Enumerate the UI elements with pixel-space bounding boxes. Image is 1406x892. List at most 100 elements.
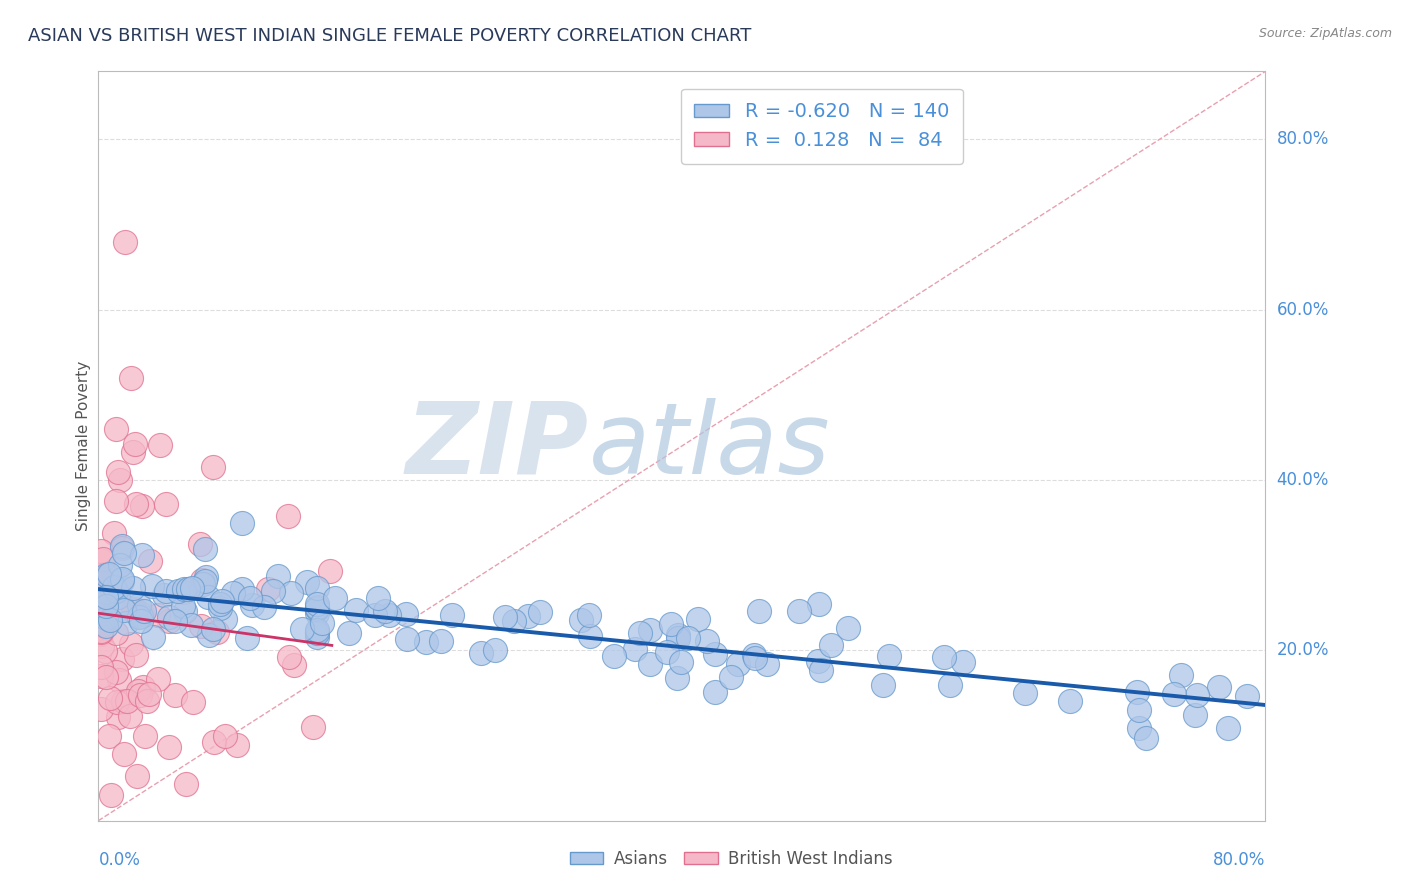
Point bbox=[214, 611, 236, 625]
Point bbox=[191, 573, 214, 587]
Point bbox=[202, 460, 225, 475]
Point bbox=[311, 616, 333, 631]
Point bbox=[671, 656, 693, 670]
Point bbox=[659, 617, 682, 632]
Point bbox=[1185, 688, 1208, 702]
Point bbox=[1014, 686, 1036, 700]
Point bbox=[676, 632, 699, 646]
Point bbox=[111, 541, 134, 556]
Point bbox=[503, 614, 526, 628]
Point bbox=[277, 509, 299, 524]
Point bbox=[214, 729, 236, 743]
Text: 60.0%: 60.0% bbox=[1277, 301, 1329, 318]
Point bbox=[267, 568, 290, 582]
Point bbox=[938, 678, 960, 692]
Point bbox=[91, 639, 114, 653]
Point bbox=[470, 646, 492, 660]
Point bbox=[666, 631, 689, 645]
Point bbox=[236, 631, 259, 645]
Point bbox=[128, 599, 150, 613]
Point bbox=[262, 584, 284, 599]
Point bbox=[111, 651, 134, 665]
Point bbox=[879, 648, 901, 663]
Point bbox=[194, 541, 217, 556]
Point bbox=[1208, 681, 1230, 695]
Point bbox=[190, 619, 212, 633]
Point bbox=[628, 625, 651, 640]
Point bbox=[124, 602, 146, 616]
Point bbox=[209, 601, 232, 615]
Point bbox=[111, 540, 134, 554]
Text: ZIP: ZIP bbox=[405, 398, 589, 494]
Point bbox=[148, 608, 170, 623]
Point bbox=[91, 551, 114, 566]
Point bbox=[138, 686, 160, 700]
Point bbox=[395, 632, 418, 647]
Point bbox=[704, 647, 727, 661]
Point bbox=[141, 579, 163, 593]
Point bbox=[132, 680, 155, 694]
Text: atlas: atlas bbox=[589, 398, 830, 494]
Point bbox=[323, 591, 346, 605]
Point bbox=[131, 549, 153, 563]
Point bbox=[104, 422, 127, 436]
Point bbox=[302, 720, 325, 734]
Point bbox=[569, 613, 592, 627]
Legend: R = -0.620   N = 140, R =  0.128   N =  84: R = -0.620 N = 140, R = 0.128 N = 84 bbox=[681, 88, 963, 163]
Point bbox=[122, 602, 145, 616]
Point bbox=[90, 553, 112, 567]
Point bbox=[188, 536, 211, 550]
Text: ASIAN VS BRITISH WEST INDIAN SINGLE FEMALE POVERTY CORRELATION CHART: ASIAN VS BRITISH WEST INDIAN SINGLE FEMA… bbox=[28, 27, 751, 45]
Point bbox=[142, 630, 165, 644]
Point bbox=[278, 649, 301, 664]
Point bbox=[837, 620, 859, 634]
Point bbox=[226, 738, 249, 752]
Text: 80.0%: 80.0% bbox=[1213, 851, 1265, 869]
Point bbox=[602, 648, 624, 663]
Point bbox=[666, 671, 689, 685]
Point bbox=[319, 564, 342, 578]
Point bbox=[307, 601, 329, 615]
Point bbox=[415, 635, 437, 649]
Point bbox=[134, 604, 156, 618]
Point bbox=[107, 710, 129, 724]
Point bbox=[108, 673, 131, 687]
Point bbox=[657, 645, 679, 659]
Point bbox=[1216, 722, 1239, 736]
Point bbox=[638, 624, 661, 638]
Point bbox=[696, 633, 718, 648]
Point bbox=[97, 729, 120, 743]
Point bbox=[307, 600, 329, 615]
Point bbox=[208, 598, 231, 612]
Point bbox=[240, 598, 263, 612]
Point bbox=[115, 616, 138, 631]
Text: Source: ZipAtlas.com: Source: ZipAtlas.com bbox=[1258, 27, 1392, 40]
Point bbox=[111, 572, 134, 586]
Point bbox=[239, 591, 262, 606]
Point bbox=[131, 499, 153, 513]
Point bbox=[94, 610, 117, 624]
Point bbox=[1059, 694, 1081, 708]
Point bbox=[952, 655, 974, 669]
Point bbox=[96, 619, 118, 633]
Point bbox=[529, 605, 551, 619]
Point bbox=[157, 614, 180, 628]
Point bbox=[1163, 686, 1185, 700]
Point bbox=[177, 582, 200, 596]
Point bbox=[257, 582, 280, 597]
Point bbox=[1236, 689, 1258, 703]
Point bbox=[808, 598, 831, 612]
Point bbox=[131, 607, 153, 621]
Point bbox=[122, 603, 145, 617]
Point bbox=[125, 769, 148, 783]
Point bbox=[122, 581, 145, 595]
Point bbox=[110, 597, 132, 611]
Point bbox=[744, 651, 766, 665]
Point bbox=[127, 684, 149, 698]
Point bbox=[134, 729, 156, 743]
Point bbox=[1125, 685, 1147, 699]
Point bbox=[742, 648, 765, 662]
Text: 80.0%: 80.0% bbox=[1277, 130, 1329, 148]
Point bbox=[307, 631, 329, 645]
Point bbox=[163, 614, 186, 628]
